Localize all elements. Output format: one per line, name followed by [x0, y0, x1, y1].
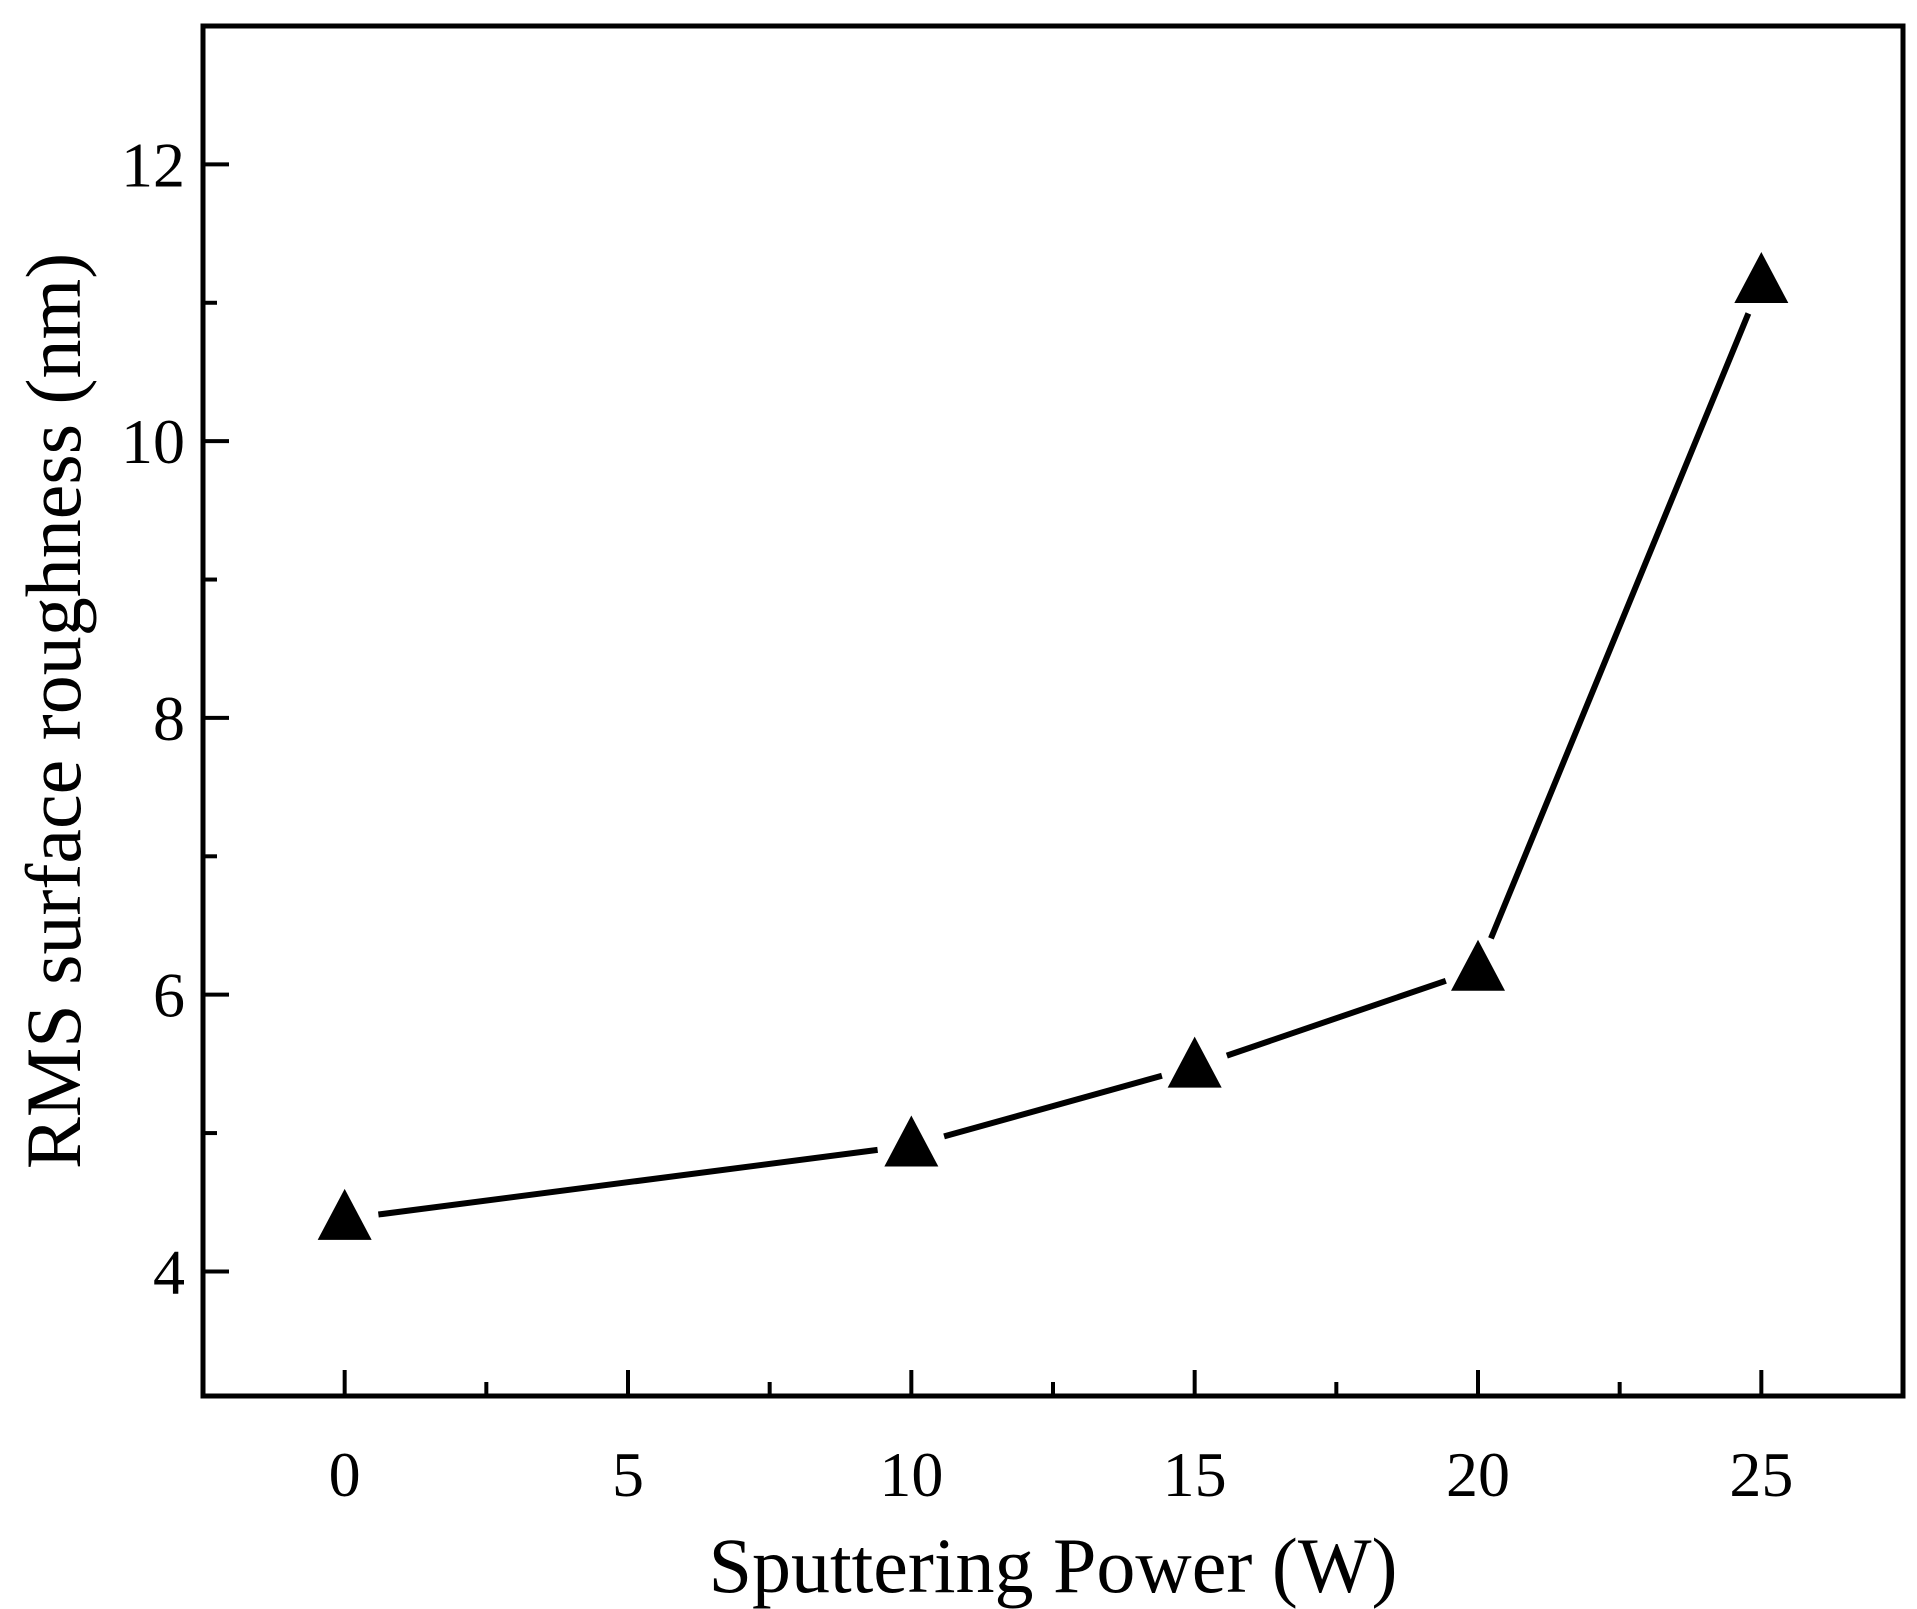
- y-tick-label: 6: [153, 960, 185, 1031]
- y-axis-title: RMS surface roughness (nm): [10, 253, 97, 1169]
- y-tick-label: 4: [153, 1236, 185, 1307]
- data-point-marker: [1167, 1036, 1222, 1088]
- x-tick-label: 5: [612, 1439, 644, 1510]
- x-tick-label: 15: [1163, 1439, 1227, 1510]
- series-line-segment: [1225, 977, 1447, 1059]
- y-tick-label: 8: [153, 683, 185, 754]
- data-series: [317, 252, 1789, 1240]
- y-tick-label: 12: [121, 129, 185, 200]
- data-point-marker: [317, 1188, 372, 1240]
- x-axis-title: Sputtering Power (W): [709, 1522, 1398, 1609]
- x-tick-label: 25: [1729, 1439, 1793, 1510]
- y-tick-label: 10: [121, 406, 185, 477]
- plot-frame: [200, 23, 1906, 1399]
- data-point-marker: [884, 1115, 939, 1167]
- series-line-segment: [378, 1146, 878, 1218]
- data-point-marker: [1451, 939, 1505, 991]
- x-tick-label: 10: [879, 1439, 943, 1510]
- series-line-segment: [1488, 312, 1752, 940]
- x-axis-ticks: 0 5 10 15 20 25: [329, 1370, 1793, 1510]
- series-line-segment: [943, 1072, 1163, 1140]
- data-point-marker: [1734, 252, 1789, 304]
- x-tick-label: 20: [1446, 1439, 1510, 1510]
- x-tick-label: 0: [329, 1439, 361, 1510]
- y-axis-ticks: 4 6 8 10 12: [121, 129, 229, 1307]
